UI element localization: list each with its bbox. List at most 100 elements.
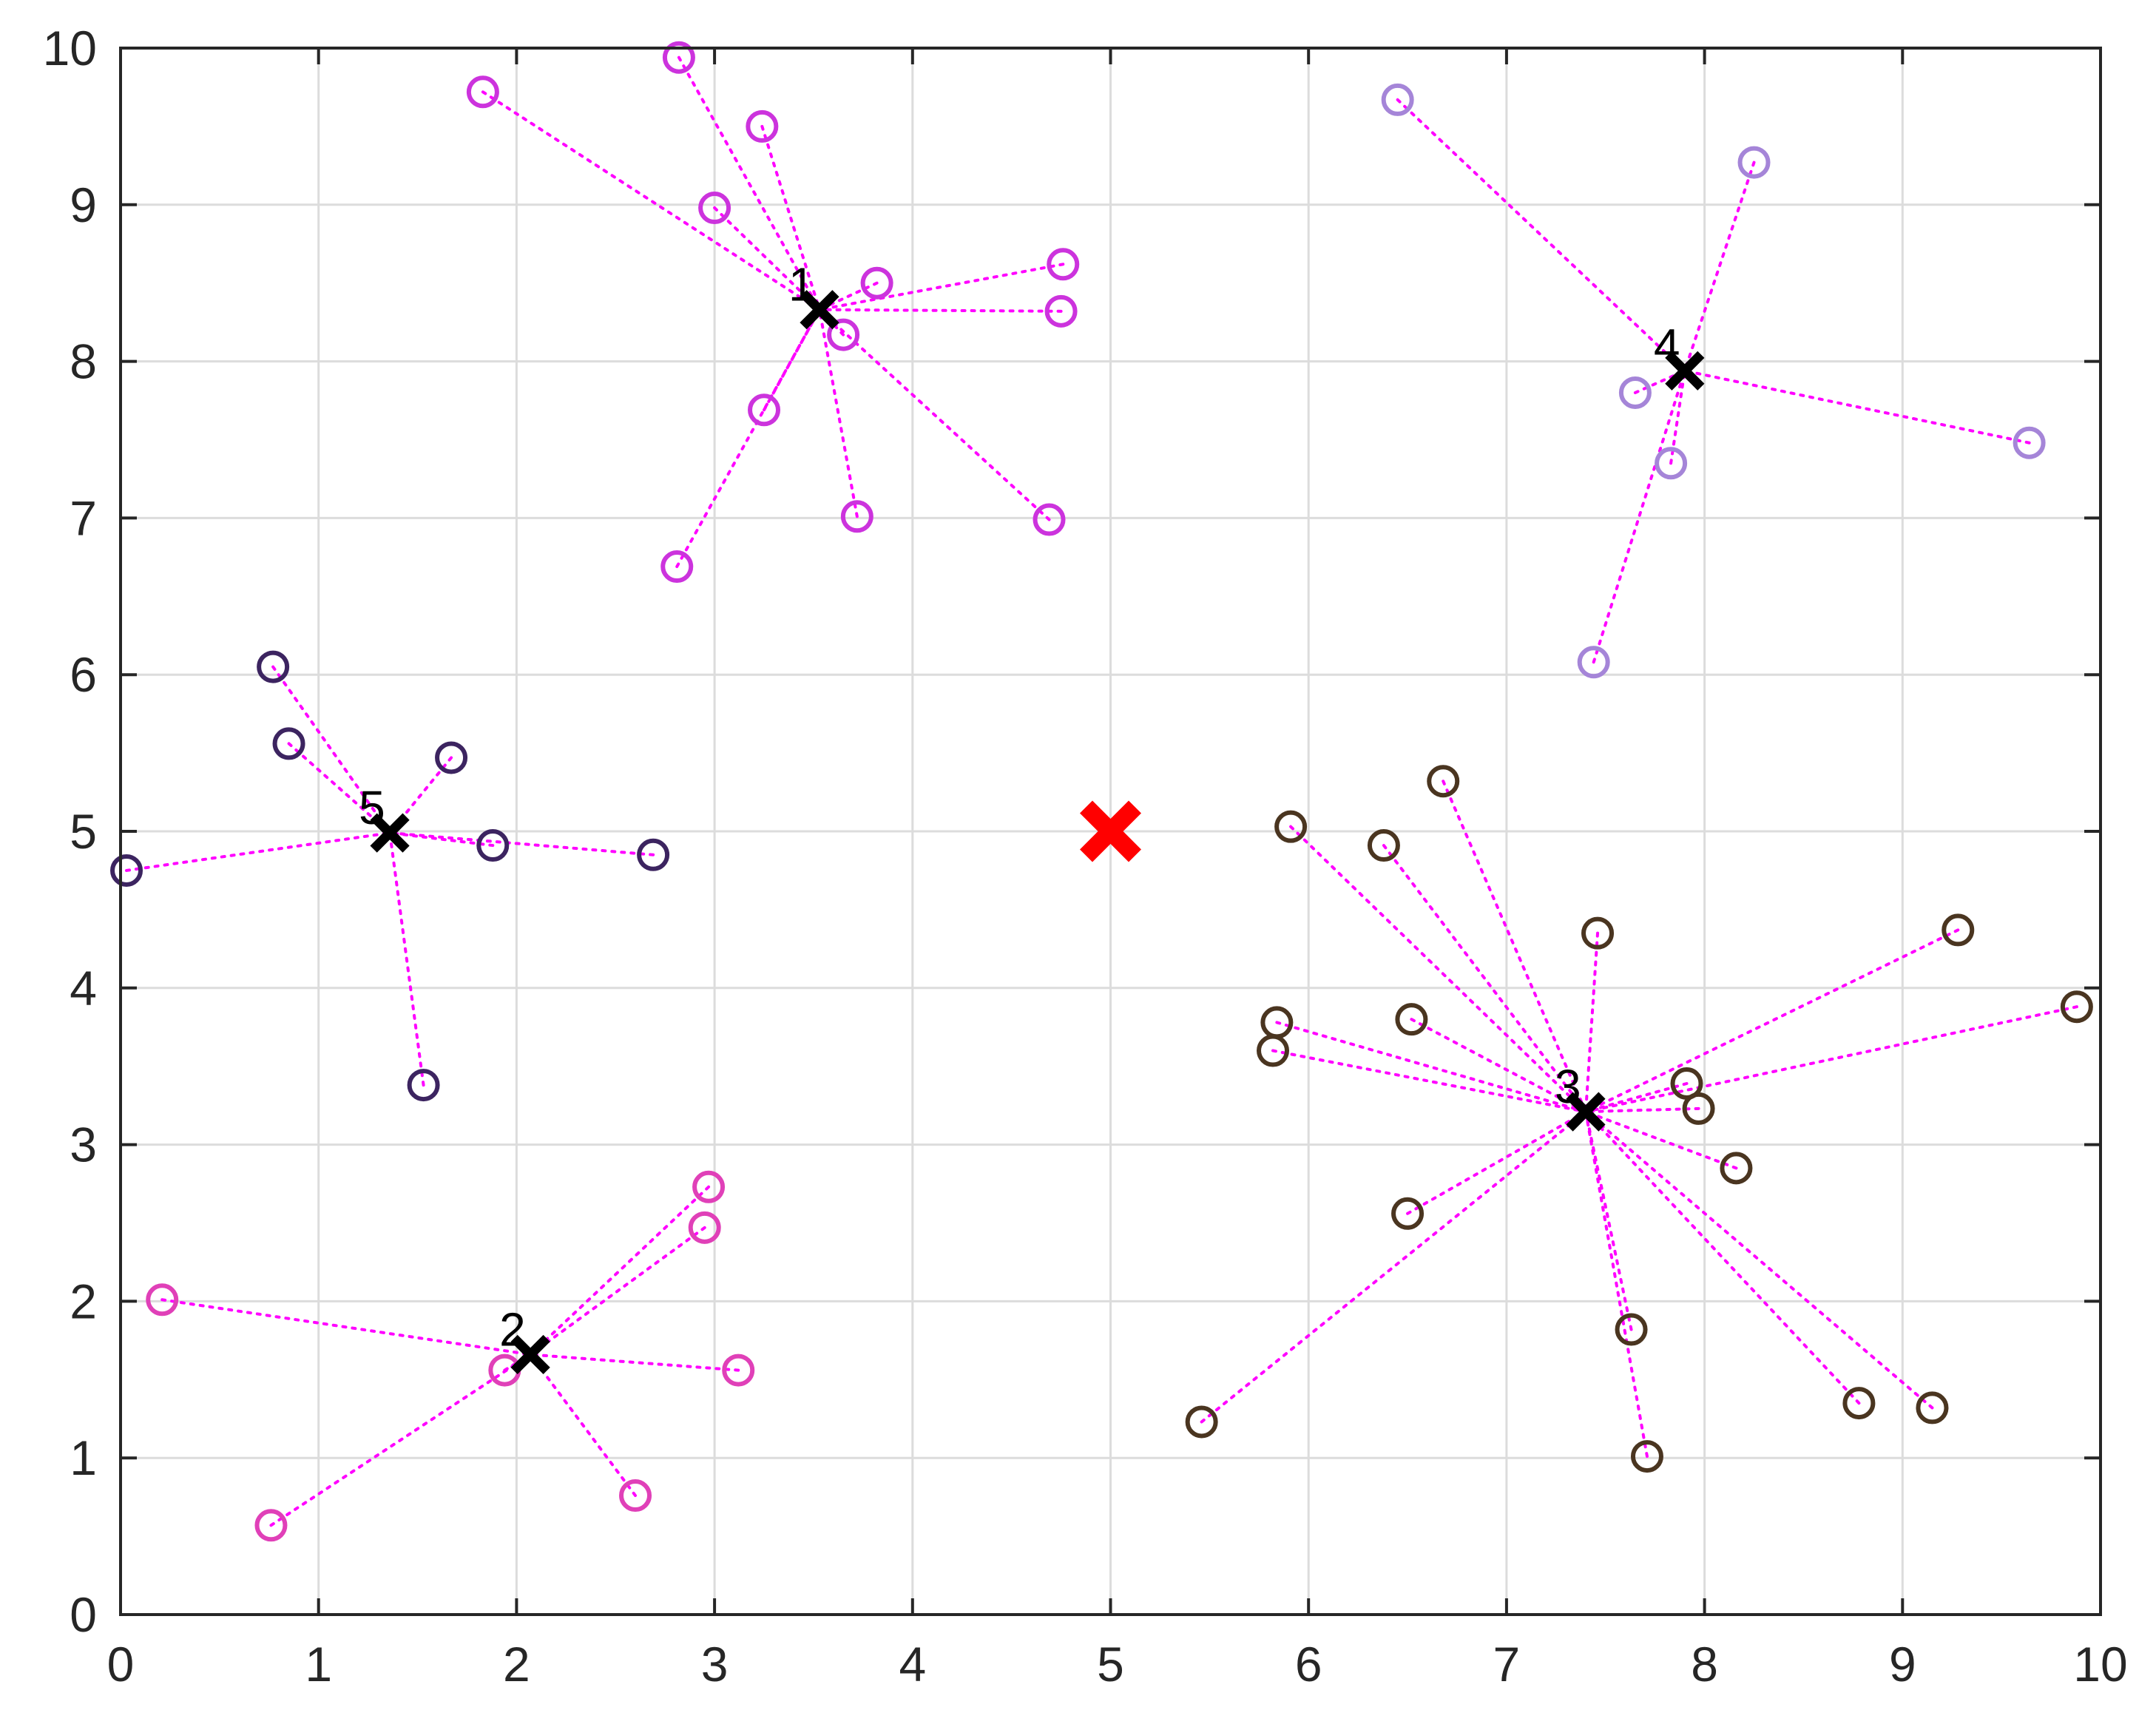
head-stroke [1566,1092,1606,1132]
cluster-3-link [1442,780,1587,1114]
head-stroke [370,813,410,853]
cluster-3-point [1257,1034,1290,1067]
cluster-3-link [1275,1021,1587,1114]
cluster-4-link [1592,369,1686,664]
y-tick-label: 4 [70,961,97,1015]
cluster-1-head-marker [800,290,839,330]
cluster-1-link [817,263,1065,311]
y-tick-label: 2 [70,1274,97,1328]
y-tick-label: 1 [70,1430,97,1485]
cluster-1-point [466,75,499,109]
cluster-1-link [760,124,821,311]
cluster-1-point [746,109,779,143]
cluster-2-head-marker [510,1334,550,1375]
cluster-5-link [125,831,392,872]
cluster-1-point [698,192,731,225]
cluster-5-point [407,1069,440,1102]
cluster-2-point [692,1170,726,1203]
cluster-1-point [1047,248,1080,281]
cluster-2-point [688,1211,721,1244]
cluster-2-point [254,1509,288,1542]
cluster-1-point [662,41,695,74]
cluster-5-link [388,831,655,856]
x-tick-label: 9 [1889,1637,1916,1691]
center-marker [1080,800,1141,862]
cluster-3-point [1185,1405,1218,1439]
cluster-4-link [1396,98,1686,373]
y-tick-label: 10 [43,21,97,75]
cluster-2-link [160,1298,533,1356]
cluster-3-point [1391,1197,1425,1230]
cluster-1-link [675,308,821,569]
x-tick-label: 0 [107,1637,135,1691]
cluster-2-link [529,1353,638,1498]
cluster-3-point [1367,829,1400,862]
cluster-3-point [1720,1152,1753,1185]
cluster-3-link [1584,1005,2078,1114]
y-tick-label: 5 [70,804,97,859]
link-layer [125,55,2078,1527]
y-tick-label: 3 [70,1118,97,1172]
cluster-1-link [817,308,1051,521]
cluster-3-point [2060,990,2093,1024]
cluster-1-point [1033,503,1066,536]
y-tick-label: 8 [70,334,97,389]
cluster-3-link [1382,844,1587,1114]
cluster-3-label: 3 [1555,1060,1581,1113]
cluster-3-point [1581,916,1615,950]
head-layer: 1 2 3 4 5 [359,258,1705,1375]
cluster-3-point [1274,810,1308,843]
head-stroke [1665,351,1705,391]
cluster-4-point [1655,447,1688,480]
cluster-1-label: 1 [788,258,815,311]
cluster-3-link [1584,1110,1738,1170]
cluster-1-point [1044,294,1078,328]
cluster-2-link [529,1353,740,1372]
cluster-3-link [1406,1110,1587,1215]
cluster-3-point [1395,1003,1428,1036]
cluster-3-point [1916,1391,1949,1424]
cluster-4-link [1683,369,2031,445]
head-stroke [800,290,839,330]
cluster-2-point [722,1353,755,1387]
cluster-1-link [817,281,879,311]
cluster-3-link [1584,1106,1700,1114]
x-tick-label: 3 [701,1637,729,1691]
cluster-3-link [1584,931,1600,1114]
y-tick-label: 6 [70,647,97,702]
point-layer [110,41,2093,1542]
cluster-1-point [860,266,893,300]
cluster-1-point [827,318,860,351]
cluster-2-link [529,1226,706,1356]
cluster-1-link [763,308,821,412]
cluster-4-point [1737,146,1771,179]
head-stroke [510,1334,550,1375]
cluster-4-point [1381,83,1414,116]
cluster-4-head-marker [1665,351,1705,391]
x-tick-label: 5 [1097,1637,1124,1691]
cluster-2-link [529,1185,711,1356]
cluster-3-link [1271,1049,1587,1114]
y-tick-label: 9 [70,178,97,232]
x-tick-label: 10 [2073,1637,2127,1691]
cluster-1-point [748,393,781,427]
cluster-5-point [272,727,305,760]
cluster-3-link [1200,1110,1587,1424]
cluster-5-link [287,742,392,835]
cluster-4-link [1669,369,1686,465]
cluster-1-point [660,550,694,584]
x-tick-label: 1 [305,1637,332,1691]
center-stroke [1080,800,1141,862]
cluster-1-link [817,308,859,518]
cluster-3-point [1942,913,1975,947]
y-tick-label: 7 [70,490,97,545]
cluster-3-point [1682,1092,1715,1125]
cluster-3-link [1584,928,1960,1114]
cluster-4-point [1577,646,1610,679]
cluster-5-point [435,741,468,774]
cluster-4-link [1633,369,1686,394]
cluster-5-point [637,838,670,871]
cluster-5-point [476,829,510,862]
cluster-1-link [817,308,1063,313]
